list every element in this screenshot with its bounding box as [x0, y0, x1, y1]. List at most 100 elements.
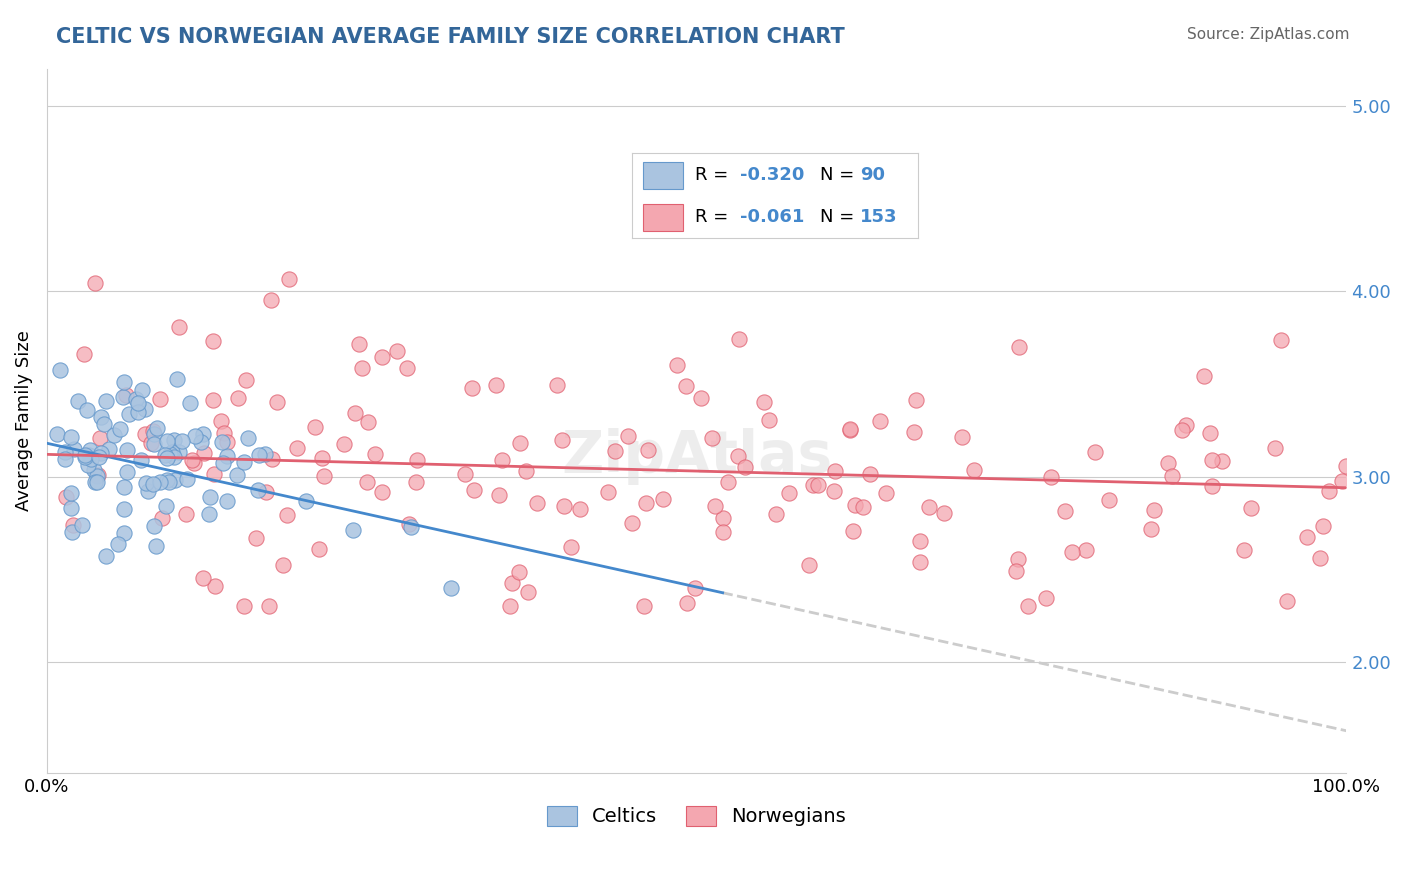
Point — [1074, 543, 1097, 558]
Point — [262, 452, 284, 467]
Point — [131, 383, 153, 397]
Point — [215, 449, 238, 463]
Point — [134, 426, 156, 441]
Point — [142, 424, 165, 438]
Point — [145, 539, 167, 553]
Point — [1192, 369, 1215, 384]
Point — [304, 420, 326, 434]
Point — [842, 524, 865, 539]
Point — [127, 404, 149, 418]
Point — [1275, 594, 1298, 608]
Point — [711, 510, 734, 524]
Point — [711, 525, 734, 540]
Point — [551, 433, 574, 447]
Point — [76, 458, 98, 472]
Point — [232, 455, 254, 469]
Point — [80, 452, 103, 467]
Point — [515, 464, 537, 478]
Point — [87, 450, 110, 464]
Point — [637, 443, 659, 458]
Point — [1312, 518, 1334, 533]
Point — [190, 434, 212, 449]
Point — [651, 492, 673, 507]
Point — [752, 395, 775, 409]
Point — [1232, 543, 1254, 558]
Point — [333, 436, 356, 450]
Point — [342, 524, 364, 538]
Point — [70, 517, 93, 532]
Point — [727, 450, 749, 464]
Point — [108, 422, 131, 436]
Point — [904, 392, 927, 407]
Point — [344, 406, 367, 420]
Point — [553, 499, 575, 513]
Point — [278, 272, 301, 286]
Point — [209, 415, 232, 429]
Point — [83, 463, 105, 477]
Point — [560, 541, 582, 555]
Point — [115, 443, 138, 458]
Point — [94, 549, 117, 564]
Point — [621, 516, 644, 531]
Point — [198, 507, 221, 521]
Point — [517, 585, 540, 599]
Point — [103, 427, 125, 442]
Point — [546, 378, 568, 392]
Text: CELTIC VS NORWEGIAN AVERAGE FAMILY SIZE CORRELATION CHART: CELTIC VS NORWEGIAN AVERAGE FAMILY SIZE … — [56, 27, 845, 46]
Point — [347, 337, 370, 351]
Point — [166, 372, 188, 386]
Point — [1330, 474, 1353, 488]
Point — [149, 475, 172, 490]
Point — [1098, 492, 1121, 507]
Point — [191, 571, 214, 585]
Point — [135, 476, 157, 491]
Point — [728, 333, 751, 347]
Point — [634, 496, 657, 510]
Point — [1201, 479, 1223, 493]
Point — [875, 486, 897, 500]
Point — [1017, 599, 1039, 614]
Point — [932, 507, 955, 521]
Point — [59, 486, 82, 500]
Point — [160, 445, 183, 459]
Point — [488, 488, 510, 502]
Point — [1199, 426, 1222, 441]
Point — [246, 483, 269, 498]
Point — [156, 473, 179, 487]
Point — [257, 599, 280, 614]
Point — [405, 475, 427, 490]
Point — [236, 432, 259, 446]
Point — [60, 500, 83, 515]
Point — [181, 453, 204, 467]
Point — [142, 477, 165, 491]
Point — [807, 478, 830, 492]
Point — [1264, 441, 1286, 455]
Point — [839, 422, 862, 436]
Text: Source: ZipAtlas.com: Source: ZipAtlas.com — [1187, 27, 1350, 42]
Point — [86, 468, 108, 483]
Point — [76, 403, 98, 417]
Point — [1270, 333, 1292, 347]
Point — [125, 392, 148, 406]
Point — [193, 446, 215, 460]
Point — [1171, 423, 1194, 437]
Point — [202, 393, 225, 408]
Point — [596, 485, 619, 500]
Point — [167, 445, 190, 459]
Point — [127, 396, 149, 410]
Point — [406, 452, 429, 467]
Point — [498, 599, 520, 614]
Point — [271, 558, 294, 572]
Point — [1062, 545, 1084, 559]
Point — [357, 416, 380, 430]
Point — [155, 500, 177, 514]
Point — [212, 425, 235, 440]
Point — [617, 429, 640, 443]
Point — [172, 434, 194, 449]
Point — [839, 423, 862, 437]
Point — [153, 449, 176, 463]
Point — [1035, 591, 1057, 605]
Point — [605, 444, 627, 458]
Point — [53, 451, 76, 466]
Point — [183, 456, 205, 470]
